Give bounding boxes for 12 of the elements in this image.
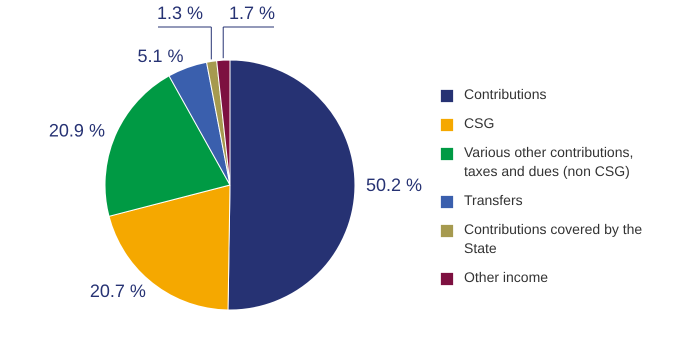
data-label: 1.3 %: [156, 3, 204, 23]
data-label: 20.9 %: [48, 120, 105, 141]
legend-label: Contributions: [464, 86, 546, 102]
data-label: 5.1 %: [137, 46, 184, 66]
legend-label: Various other contributions, taxes and dues (non CSG): [464, 144, 634, 179]
legend-label: Transfers: [464, 192, 523, 208]
legend-label: Contributions covered by the State: [464, 221, 642, 256]
data-label: 1.7 %: [228, 3, 276, 23]
legend-label: CSG: [464, 115, 494, 131]
data-label: 20.7 %: [90, 280, 146, 301]
legend-label: Other income: [464, 269, 548, 285]
data-label: 50.2 %: [366, 175, 422, 196]
